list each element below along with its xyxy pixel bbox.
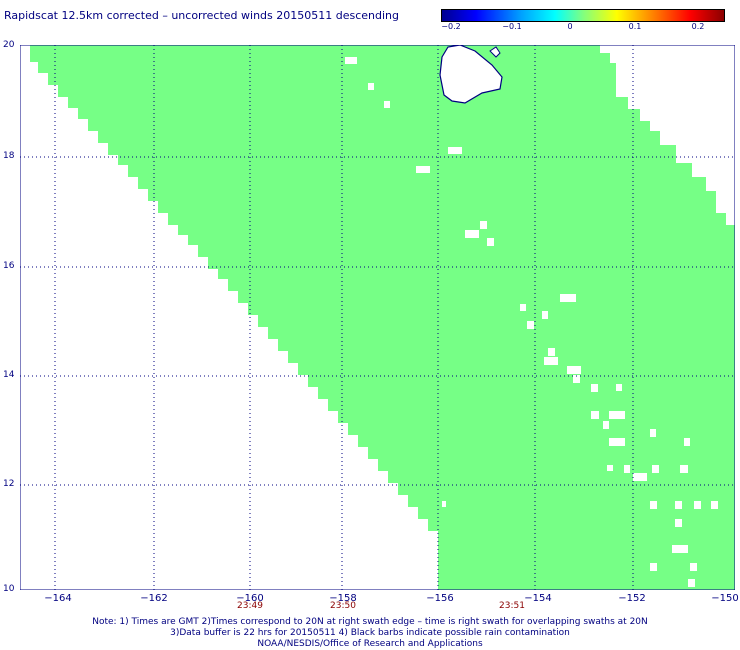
lon-label: −158 [329, 593, 357, 604]
lat-label: 18 [3, 151, 15, 161]
colorbar-tick: 0.1 [628, 22, 642, 31]
lon-label: −152 [618, 593, 646, 604]
no-data-region [20, 45, 438, 590]
footnote: 3)Data buffer is 22 hrs for 20150511 4) … [170, 628, 570, 638]
island-outline [489, 46, 501, 58]
lon-label: −162 [140, 593, 168, 604]
wind-difference-map [20, 45, 735, 590]
footnote: Note: 1) Times are GMT 2)Times correspon… [92, 617, 648, 627]
lon-label: −160 [236, 593, 264, 604]
scatterometer-swath [20, 45, 735, 590]
time-label: 23:51 [499, 601, 525, 611]
lat-label: 20 [3, 40, 15, 50]
lon-label: −154 [524, 593, 552, 604]
lat-label: 10 [3, 584, 15, 594]
lat-label: 12 [3, 479, 15, 489]
colorbar-tick: −0.1 [502, 22, 522, 31]
lon-label: −156 [426, 593, 454, 604]
footnote: NOAA/NESDIS/Office of Research and Appli… [257, 639, 483, 649]
no-data-speckles [345, 57, 718, 587]
time-label: 23:50 [330, 601, 356, 611]
graticule [20, 45, 735, 590]
time-label: 23:49 [237, 601, 263, 611]
lon-label: −164 [44, 593, 72, 604]
island-outline [439, 45, 503, 104]
colorbar-tick: 0.2 [691, 22, 705, 31]
lon-label: −150 [711, 593, 739, 604]
colorbar [441, 9, 725, 22]
map-title: Rapidscat 12.5km corrected – uncorrected… [4, 9, 400, 22]
colorbar-tick: −0.2 [441, 22, 461, 31]
lat-label: 16 [3, 261, 15, 271]
no-data-region [600, 45, 735, 225]
lat-label: 14 [3, 370, 15, 380]
colorbar-tick: 0 [567, 22, 573, 31]
